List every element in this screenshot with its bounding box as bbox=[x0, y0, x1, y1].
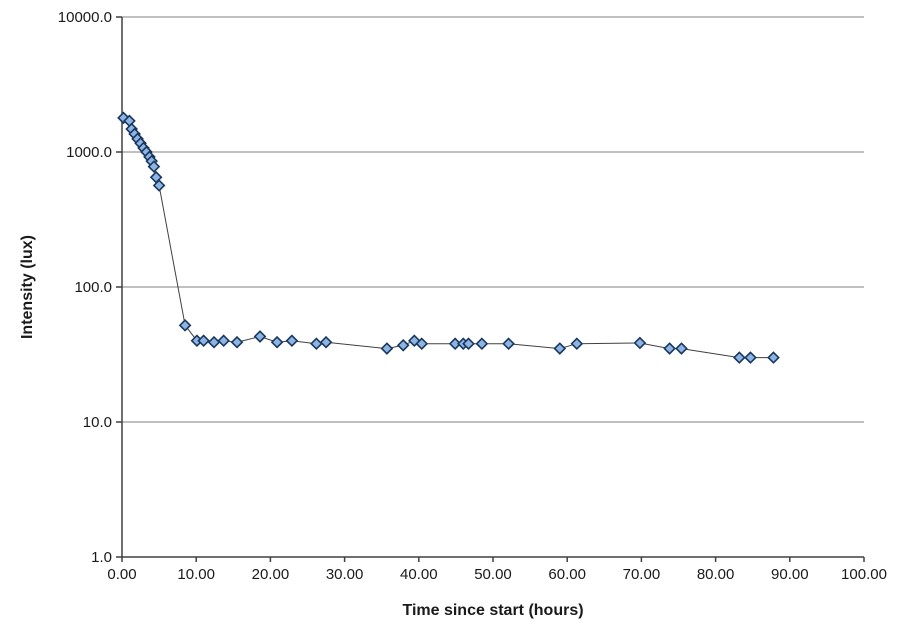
data-point-marker bbox=[663, 342, 676, 355]
x-tick-label: 100.00 bbox=[841, 566, 887, 583]
data-point-marker bbox=[448, 337, 462, 351]
x-tick-label: 80.00 bbox=[697, 566, 735, 583]
data-point-marker bbox=[744, 351, 757, 364]
data-point-marker bbox=[197, 334, 210, 348]
y-tick-label: 10.0 bbox=[83, 414, 112, 431]
x-tick-label: 20.00 bbox=[252, 566, 290, 583]
data-point-marker bbox=[117, 111, 130, 125]
data-point-marker bbox=[767, 351, 780, 364]
data-point-marker bbox=[570, 337, 584, 351]
data-line bbox=[123, 117, 774, 359]
y-tick-label: 10000.0 bbox=[58, 9, 112, 26]
data-point-marker bbox=[408, 334, 421, 348]
data-point-marker bbox=[147, 160, 161, 173]
x-tick-label: 0.00 bbox=[107, 566, 136, 583]
data-point-marker bbox=[319, 335, 333, 349]
x-tick-label: 40.00 bbox=[400, 566, 438, 583]
data-point-marker bbox=[178, 319, 192, 332]
data-point-marker bbox=[285, 334, 299, 348]
x-tick-label: 70.00 bbox=[623, 566, 661, 583]
data-point-marker bbox=[462, 337, 475, 351]
data-point-marker bbox=[310, 337, 323, 351]
y-tick-label: 100.0 bbox=[74, 279, 112, 296]
y-tick-label: 1000.0 bbox=[66, 144, 112, 161]
data-point-marker bbox=[380, 342, 394, 355]
data-point-marker bbox=[553, 342, 567, 355]
data-point-marker bbox=[733, 351, 746, 364]
x-tick-label: 90.00 bbox=[771, 566, 809, 583]
data-point-marker bbox=[270, 335, 284, 349]
y-tick-label: 1.0 bbox=[91, 549, 112, 566]
data-point-marker bbox=[633, 336, 647, 350]
data-point-marker bbox=[396, 338, 410, 352]
x-tick-label: 10.00 bbox=[177, 566, 215, 583]
x-tick-label: 50.00 bbox=[474, 566, 512, 583]
data-point-marker bbox=[675, 342, 688, 355]
x-tick-label: 60.00 bbox=[548, 566, 586, 583]
data-point-marker bbox=[253, 330, 267, 343]
x-tick-label: 30.00 bbox=[326, 566, 364, 583]
data-point-marker bbox=[415, 337, 429, 351]
data-point-marker bbox=[502, 337, 515, 351]
data-point-marker bbox=[230, 335, 244, 349]
data-point-marker bbox=[207, 335, 221, 349]
data-point-marker bbox=[475, 337, 489, 351]
data-point-marker bbox=[152, 179, 166, 192]
data-point-marker bbox=[217, 334, 230, 348]
